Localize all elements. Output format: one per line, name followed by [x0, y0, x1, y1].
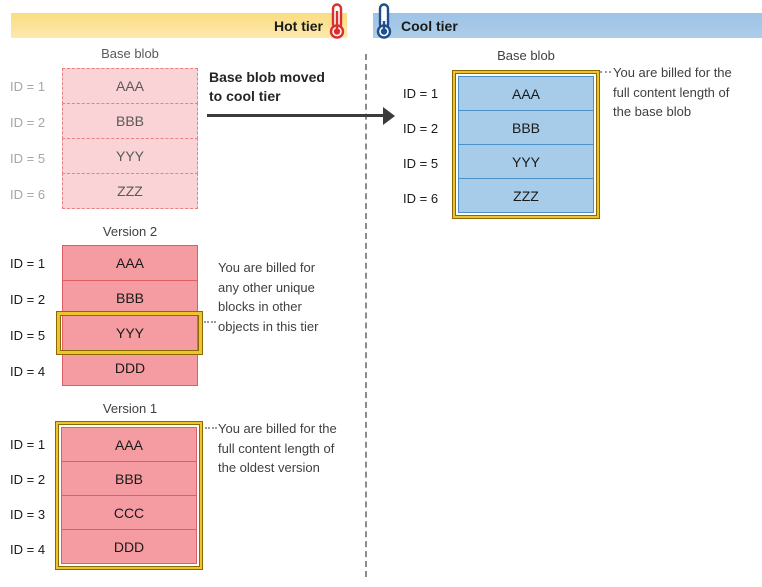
hot-base-blob: Base blob ID = 1 ID = 2 ID = 5 ID = 6 AA…	[10, 46, 198, 212]
version1-id-column: ID = 1 ID = 2 ID = 3 ID = 4	[10, 421, 55, 570]
thermometer-cold-icon	[376, 3, 392, 39]
block-cell: ZZZ	[62, 173, 198, 209]
billed-base-blob-highlight-frame: AAA BBB YYY ZZZ	[452, 70, 600, 219]
block-cell: AAA	[62, 245, 198, 281]
block-cell: YYY	[458, 144, 594, 179]
hot-tier-label: Hot tier	[274, 17, 323, 34]
hot-tier-header: Hot tier	[11, 13, 347, 38]
block-cell: ZZZ	[458, 178, 594, 213]
block-id-label: ID = 2	[10, 114, 46, 130]
hot-version2-blob: Version 2 ID = 1 ID = 2 ID = 5 ID = 4 AA…	[10, 224, 203, 389]
block-cell: YYY	[62, 138, 198, 174]
block-id-label: ID = 4	[10, 363, 46, 379]
move-arrow-head-icon	[383, 107, 395, 125]
annotation-connector-dots	[600, 71, 611, 73]
block-cell: BBB	[61, 461, 197, 496]
annotation-connector-dots	[204, 321, 216, 323]
hot-version1-blob: Version 1 ID = 1 ID = 2 ID = 3 ID = 4 AA…	[10, 401, 203, 570]
move-arrow-line	[207, 114, 384, 117]
version2-id-column: ID = 1 ID = 2 ID = 5 ID = 4	[10, 245, 62, 389]
hot-base-blob-table: AAA BBB YYY ZZZ	[62, 68, 198, 212]
block-cell: AAA	[458, 76, 594, 111]
version1-table: AAA BBB CCC DDD	[61, 427, 197, 564]
cool-base-blob-billing-annotation: You are billed for the full content leng…	[613, 65, 732, 119]
block-id-label: ID = 6	[403, 191, 439, 206]
block-id-label: ID = 1	[403, 86, 439, 101]
block-cell: AAA	[61, 427, 197, 462]
tier-separator-line	[365, 54, 367, 577]
block-id-label: ID = 3	[10, 507, 46, 522]
block-id-label: ID = 2	[403, 121, 439, 136]
hot-base-blob-title: Base blob	[101, 46, 159, 61]
block-id-label: ID = 6	[10, 186, 46, 202]
version2-table: AAA BBB YYY DDD	[62, 245, 198, 389]
thermometer-hot-icon	[329, 3, 345, 39]
block-cell: CCC	[61, 495, 197, 530]
cool-base-blob: Base blob ID = 1 ID = 2 ID = 5 ID = 6 AA…	[403, 46, 600, 219]
version1-billing-annotation: You are billed for the full content leng…	[218, 421, 337, 475]
version1-title: Version 1	[102, 401, 158, 416]
move-to-cool-tier-note: Base blob moved to cool tier	[209, 69, 325, 104]
block-id-label: ID = 4	[10, 542, 46, 557]
block-cell: DDD	[62, 350, 198, 386]
block-cell: BBB	[458, 110, 594, 145]
cool-tier-header: Cool tier	[373, 13, 762, 38]
block-cell: BBB	[62, 103, 198, 139]
version2-billing-annotation: You are billed for any other unique bloc…	[218, 260, 319, 334]
block-id-label: ID = 1	[10, 255, 46, 271]
block-id-label: ID = 5	[10, 327, 46, 343]
block-cell: YYY	[62, 315, 198, 351]
cool-tier-label: Cool tier	[401, 17, 458, 34]
block-id-label: ID = 1	[10, 78, 46, 94]
block-id-label: ID = 1	[10, 437, 46, 452]
billed-version-highlight-frame: AAA BBB CCC DDD	[55, 421, 203, 570]
block-cell: AAA	[62, 68, 198, 104]
block-id-label: ID = 5	[403, 156, 439, 171]
block-cell: BBB	[62, 280, 198, 316]
block-id-label: ID = 2	[10, 291, 46, 307]
cool-base-blob-title: Base blob	[497, 48, 555, 63]
block-id-label: ID = 2	[10, 472, 46, 487]
cool-base-blob-table: AAA BBB YYY ZZZ	[458, 76, 594, 213]
annotation-connector-dots	[205, 427, 217, 429]
block-id-label: ID = 5	[10, 150, 46, 166]
version2-title: Version 2	[102, 224, 158, 239]
block-cell: DDD	[61, 529, 197, 564]
hot-base-blob-id-column: ID = 1 ID = 2 ID = 5 ID = 6	[10, 68, 62, 212]
cool-base-blob-id-column: ID = 1 ID = 2 ID = 5 ID = 6	[403, 70, 452, 219]
